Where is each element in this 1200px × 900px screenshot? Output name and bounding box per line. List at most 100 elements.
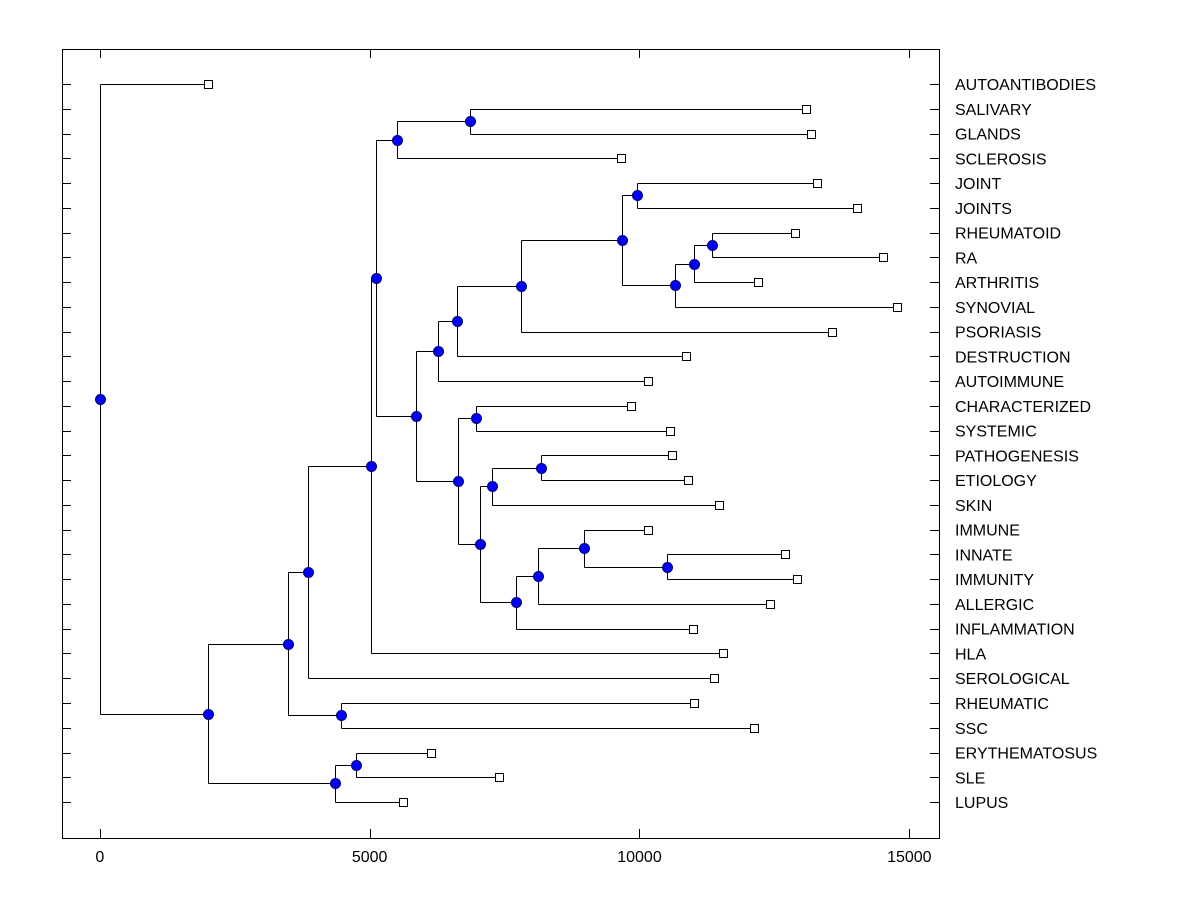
- x-tick-labels: 0 5000 10000 15000: [95, 849, 931, 866]
- leaf-label: ALLERGIC: [955, 597, 1034, 614]
- leaf-label: SCLEROSIS: [955, 151, 1047, 168]
- leaf-marker: [644, 526, 653, 535]
- leaf-label: RHEUMATOID: [955, 226, 1061, 243]
- x-tick-label: 10000: [617, 849, 662, 866]
- leaf-marker: [399, 798, 408, 807]
- leaf-marker: [668, 451, 677, 460]
- leaf-label: ETIOLOGY: [955, 473, 1037, 490]
- leaf-marker: [690, 699, 699, 708]
- leaf-marker: [617, 154, 626, 163]
- leaf-label: JOINTS: [955, 201, 1012, 218]
- leaf-label: ERYTHEMATOSUS: [955, 746, 1097, 763]
- leaf-label: RA: [955, 250, 978, 267]
- cluster-node: [303, 567, 314, 578]
- leaf-marker: [689, 625, 698, 634]
- leaf-marker: [710, 674, 719, 683]
- leaf-marker: [750, 724, 759, 733]
- cluster-node: [366, 461, 377, 472]
- leaf-label: LUPUS: [955, 795, 1008, 812]
- leaf-marker: [204, 80, 213, 89]
- leaf-label: PSORIASIS: [955, 325, 1041, 342]
- x-tick-label: 15000: [887, 849, 932, 866]
- cluster-node: [411, 411, 422, 422]
- axis-ticks: [62, 49, 939, 838]
- cluster-node: [283, 639, 294, 650]
- leaf-label: DESTRUCTION: [955, 349, 1071, 366]
- leaf-label: INNATE: [955, 547, 1012, 564]
- leaf-marker: [627, 402, 636, 411]
- cluster-node: [662, 562, 673, 573]
- cluster-node: [465, 116, 476, 127]
- leaf-marker: [754, 278, 763, 287]
- cluster-node: [487, 481, 498, 492]
- cluster-node: [433, 346, 444, 357]
- leaf-marker: [781, 550, 790, 559]
- leaf-marker: [495, 773, 504, 782]
- leaf-labels: AUTOANTIBODIES SALIVARY GLANDS SCLEROSIS JOI…: [955, 77, 1097, 812]
- leaf-marker: [807, 130, 816, 139]
- cluster-node: [203, 709, 214, 720]
- leaf-label: AUTOANTIBODIES: [955, 77, 1096, 94]
- cluster-node: [471, 413, 482, 424]
- leaf-marker: [793, 575, 802, 584]
- cluster-node: [533, 571, 544, 582]
- cluster-node: [330, 778, 341, 789]
- leaf-label: CHARACTERIZED: [955, 399, 1091, 416]
- leaf-marker: [766, 600, 775, 609]
- cluster-node: [95, 394, 106, 405]
- cluster-node: [579, 543, 590, 554]
- leaf-label: SKIN: [955, 498, 992, 515]
- leaf-label: SLE: [955, 770, 985, 787]
- leaf-label: PATHOGENESIS: [955, 448, 1079, 465]
- leaf-marker: [715, 501, 724, 510]
- leaf-label: IMMUNITY: [955, 572, 1034, 589]
- cluster-node: [392, 135, 403, 146]
- leaf-marker: [666, 427, 675, 436]
- x-tick-label: 5000: [352, 849, 388, 866]
- leaf-marker: [893, 303, 902, 312]
- cluster-node: [632, 190, 643, 201]
- leaf-marker: [813, 179, 822, 188]
- cluster-node: [511, 597, 522, 608]
- leaf-marker: [644, 377, 653, 386]
- leaf-marker: [427, 749, 436, 758]
- leaf-label: SALIVARY: [955, 102, 1032, 119]
- cluster-node: [351, 760, 362, 771]
- cluster-node: [689, 259, 700, 270]
- leaf-marker: [802, 105, 811, 114]
- leaf-marker: [719, 649, 728, 658]
- leaf-marker: [682, 352, 691, 361]
- leaf-marker: [828, 328, 837, 337]
- leaf-label: ARTHRITIS: [955, 275, 1039, 292]
- cluster-node: [707, 240, 718, 251]
- cluster-nodes: [95, 116, 718, 789]
- cluster-node: [453, 476, 464, 487]
- leaf-label: INFLAMMATION: [955, 622, 1075, 639]
- leaf-label: SYNOVIAL: [955, 300, 1035, 317]
- x-tick-label: 0: [95, 849, 104, 866]
- leaf-label: JOINT: [955, 176, 1001, 193]
- leaf-label: RHEUMATIC: [955, 696, 1049, 713]
- cluster-node: [516, 281, 527, 292]
- plot-frame: [62, 49, 940, 839]
- cluster-node: [617, 235, 628, 246]
- leaf-marker: [879, 253, 888, 262]
- leaf-marker: [791, 229, 800, 238]
- leaf-label: SSC: [955, 721, 988, 738]
- leaf-marker: [684, 476, 693, 485]
- cluster-node: [670, 280, 681, 291]
- cluster-node: [536, 463, 547, 474]
- plot-border: [62, 49, 940, 839]
- leaf-label: SYSTEMIC: [955, 424, 1037, 441]
- leaf-label: HLA: [955, 646, 986, 663]
- dendrogram-links: [100, 84, 898, 803]
- leaf-label: GLANDS: [955, 127, 1021, 144]
- leaf-markers: [204, 80, 902, 807]
- leaf-label: IMMUNE: [955, 523, 1020, 540]
- cluster-node: [336, 710, 347, 721]
- leaf-label: SEROLOGICAL: [955, 671, 1070, 688]
- leaf-label: AUTOIMMUNE: [955, 374, 1064, 391]
- cluster-node: [452, 316, 463, 327]
- cluster-node: [371, 273, 382, 284]
